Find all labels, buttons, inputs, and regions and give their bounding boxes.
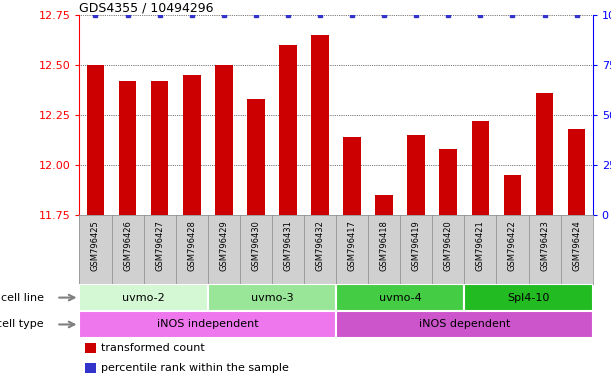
Bar (215, 65, 233, 215)
Text: GSM796432: GSM796432 (315, 220, 324, 271)
Text: GSM796426: GSM796426 (123, 220, 132, 271)
Text: GSM796418: GSM796418 (379, 220, 389, 271)
Bar (464, 284, 593, 311)
Text: cell type: cell type (0, 319, 43, 329)
Bar (279, 45, 297, 215)
Bar (87, 65, 104, 215)
Bar (79, 311, 336, 338)
Text: GSM796421: GSM796421 (476, 220, 485, 271)
Bar (439, 149, 457, 215)
Bar (472, 121, 489, 215)
Bar (183, 75, 200, 215)
Bar (311, 35, 329, 215)
Text: GSM796423: GSM796423 (540, 220, 549, 271)
Bar (375, 195, 393, 215)
Bar (336, 311, 593, 338)
Text: Spl4-10: Spl4-10 (507, 293, 550, 303)
Text: uvmo-2: uvmo-2 (122, 293, 165, 303)
Bar (208, 284, 336, 311)
Text: GSM796424: GSM796424 (572, 220, 581, 271)
Text: GSM796419: GSM796419 (412, 220, 421, 271)
Bar (84, 343, 96, 353)
Text: percentile rank within the sample: percentile rank within the sample (101, 363, 289, 373)
Text: GSM796427: GSM796427 (155, 220, 164, 271)
Text: GSM796431: GSM796431 (284, 220, 293, 271)
Bar (568, 129, 585, 215)
Text: transformed count: transformed count (101, 343, 205, 353)
Bar (336, 284, 464, 311)
Text: uvmo-3: uvmo-3 (251, 293, 293, 303)
Bar (536, 93, 554, 215)
Text: GSM796429: GSM796429 (219, 220, 229, 271)
Text: uvmo-4: uvmo-4 (379, 293, 422, 303)
Text: GSM796425: GSM796425 (91, 220, 100, 271)
Text: GSM796428: GSM796428 (187, 220, 196, 271)
Text: iNOS dependent: iNOS dependent (419, 319, 510, 329)
Text: GDS4355 / 10494296: GDS4355 / 10494296 (79, 1, 214, 14)
Bar (408, 135, 425, 215)
Text: GSM796430: GSM796430 (251, 220, 260, 271)
Bar (119, 81, 136, 215)
Text: GSM796420: GSM796420 (444, 220, 453, 271)
Bar (503, 175, 521, 215)
Bar (247, 99, 265, 215)
Text: iNOS independent: iNOS independent (157, 319, 258, 329)
Bar (151, 81, 169, 215)
Bar (343, 137, 361, 215)
Text: GSM796422: GSM796422 (508, 220, 517, 271)
Text: GSM796417: GSM796417 (348, 220, 357, 271)
Bar (84, 363, 96, 373)
Text: cell line: cell line (1, 293, 43, 303)
Bar (79, 284, 208, 311)
